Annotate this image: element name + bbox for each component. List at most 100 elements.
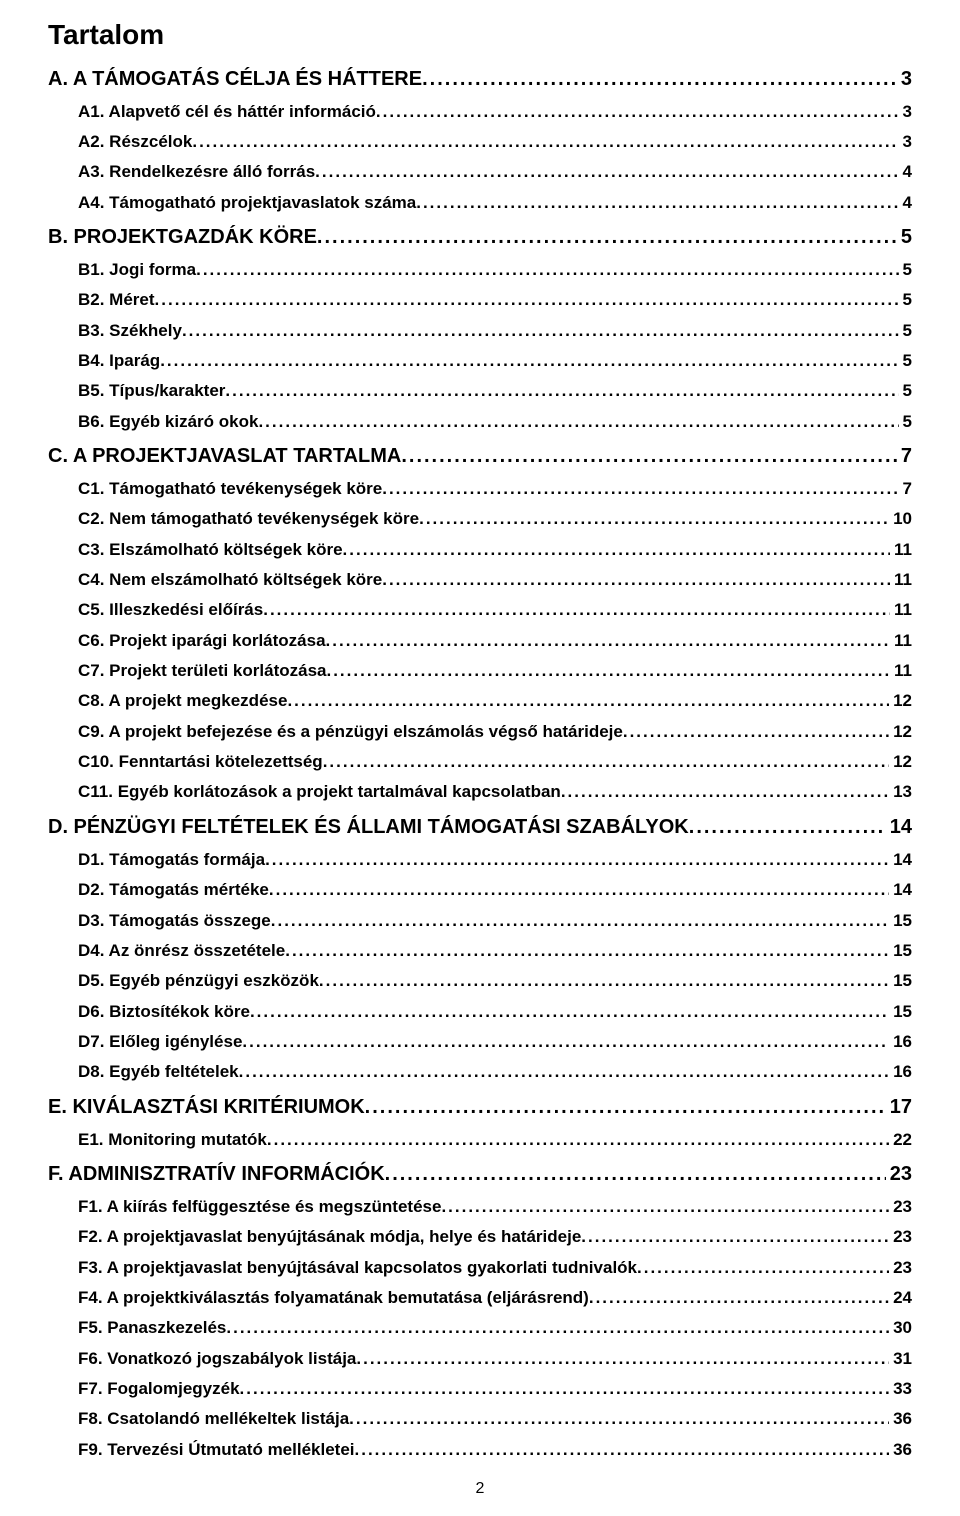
toc-entry[interactable]: F9. Tervezési Útmutató mellékletei 36 <box>48 1437 912 1463</box>
toc-leader-dots <box>326 628 890 654</box>
toc-entry[interactable]: B4. Iparág 5 <box>48 348 912 374</box>
toc-entry[interactable]: D2. Támogatás mértéke 14 <box>48 877 912 903</box>
toc-leader-dots <box>581 1224 889 1250</box>
toc-entry[interactable]: F7. Fogalomjegyzék 33 <box>48 1376 912 1402</box>
toc-entry[interactable]: C7. Projekt területi korlátozása 11 <box>48 658 912 684</box>
toc-leader-dots <box>355 1437 890 1463</box>
toc-entry-label: D5. Egyéb pénzügyi eszközök <box>78 968 319 994</box>
toc-entry[interactable]: D3. Támogatás összege 15 <box>48 908 912 934</box>
toc-entry-label: C2. Nem támogatható tevékenységek köre <box>78 506 419 532</box>
toc-entry-label: C10. Fenntartási kötelezettség <box>78 749 323 775</box>
toc-entry[interactable]: C8. A projekt megkezdése 12 <box>48 688 912 714</box>
toc-entry-label: F2. A projektjavaslat benyújtásának módj… <box>78 1224 581 1250</box>
toc-entry-page: 11 <box>890 658 912 684</box>
toc-entry[interactable]: D6. Biztosítékok köre 15 <box>48 999 912 1025</box>
toc-entry[interactable]: D7. Előleg igénylése 16 <box>48 1029 912 1055</box>
toc-leader-dots <box>385 1159 886 1190</box>
toc-leader-dots <box>356 1346 889 1372</box>
toc-entry[interactable]: F. ADMINISZTRATÍV INFORMÁCIÓK 23 <box>48 1159 912 1190</box>
toc-entry-label: C4. Nem elszámolható költségek köre <box>78 567 382 593</box>
toc-entry[interactable]: D1. Támogatás formája 14 <box>48 847 912 873</box>
toc-entry[interactable]: B3. Székhely 5 <box>48 318 912 344</box>
toc-entry-label: A2. Részcélok <box>78 129 192 155</box>
toc-entry[interactable]: A2. Részcélok 3 <box>48 129 912 155</box>
toc-entry-label: A4. Támogatható projektjavaslatok száma <box>78 190 416 216</box>
toc-entry[interactable]: A3. Rendelkezésre álló forrás 4 <box>48 159 912 185</box>
toc-entry[interactable]: B. PROJEKTGAZDÁK KÖRE 5 <box>48 222 912 253</box>
toc-entry[interactable]: F6. Vonatkozó jogszabályok listája 31 <box>48 1346 912 1372</box>
toc-leader-dots <box>637 1255 889 1281</box>
toc-entry[interactable]: C5. Illeszkedési előírás 11 <box>48 597 912 623</box>
toc-entry-label: D6. Biztosítékok köre <box>78 999 250 1025</box>
toc-entry[interactable]: C6. Projekt iparági korlátozása 11 <box>48 628 912 654</box>
toc-entry[interactable]: E. KIVÁLASZTÁSI KRITÉRIUMOK 17 <box>48 1092 912 1123</box>
toc-entry[interactable]: B6. Egyéb kizáró okok 5 <box>48 409 912 435</box>
toc-leader-dots <box>155 287 899 313</box>
toc-entry[interactable]: F4. A projektkiválasztás folyamatának be… <box>48 1285 912 1311</box>
toc-entry-page: 11 <box>890 597 912 623</box>
toc-entry-page: 30 <box>889 1315 912 1341</box>
toc-entry-page: 4 <box>899 159 912 185</box>
toc-entry[interactable]: A1. Alapvető cél és háttér információ 3 <box>48 99 912 125</box>
toc-entry[interactable]: F8. Csatolandó mellékeltek listája 36 <box>48 1406 912 1432</box>
toc-entry-label: B4. Iparág <box>78 348 160 374</box>
toc-entry-label: F. ADMINISZTRATÍV INFORMÁCIÓK <box>48 1159 385 1190</box>
toc-entry-page: 11 <box>890 567 912 593</box>
toc-entry-label: F1. A kiírás felfüggesztése és megszünte… <box>78 1194 441 1220</box>
toc-leader-dots <box>689 812 886 843</box>
toc-entry[interactable]: F2. A projektjavaslat benyújtásának módj… <box>48 1224 912 1250</box>
toc-entry[interactable]: C2. Nem támogatható tevékenységek köre 1… <box>48 506 912 532</box>
toc-entry-page: 12 <box>889 688 912 714</box>
toc-entry-page: 31 <box>889 1346 912 1372</box>
toc-entry[interactable]: D4. Az önrész összetétele 15 <box>48 938 912 964</box>
toc-leader-dots <box>589 1285 889 1311</box>
toc-entry-page: 33 <box>889 1376 912 1402</box>
toc-entry-label: F3. A projektjavaslat benyújtásával kapc… <box>78 1255 637 1281</box>
toc-entry[interactable]: C3. Elszámolható költségek köre 11 <box>48 537 912 563</box>
toc-entry[interactable]: A. A TÁMOGATÁS CÉLJA ÉS HÁTTERE 3 <box>48 64 912 95</box>
toc-leader-dots <box>250 999 889 1025</box>
toc-entry[interactable]: C. A PROJEKTJAVASLAT TARTALMA 7 <box>48 441 912 472</box>
toc-entry-page: 5 <box>897 222 912 253</box>
toc-entry[interactable]: B2. Méret 5 <box>48 287 912 313</box>
toc-entry-page: 14 <box>889 877 912 903</box>
toc-leader-dots <box>623 719 889 745</box>
toc-entry-label: D4. Az önrész összetétele <box>78 938 285 964</box>
toc-entry-page: 15 <box>889 999 912 1025</box>
toc-entry-label: D2. Támogatás mértéke <box>78 877 269 903</box>
toc-leader-dots <box>422 64 897 95</box>
toc-entry[interactable]: C1. Támogatható tevékenységek köre 7 <box>48 476 912 502</box>
toc-leader-dots <box>285 938 889 964</box>
toc-entry-label: E1. Monitoring mutatók <box>78 1127 267 1153</box>
toc-entry[interactable]: A4. Támogatható projektjavaslatok száma … <box>48 190 912 216</box>
toc-entry[interactable]: C9. A projekt befejezése és a pénzügyi e… <box>48 719 912 745</box>
toc-leader-dots <box>419 506 889 532</box>
table-of-contents: A. A TÁMOGATÁS CÉLJA ÉS HÁTTERE 3 A1. Ala… <box>48 64 912 1463</box>
toc-entry[interactable]: F5. Panaszkezelés 30 <box>48 1315 912 1341</box>
toc-entry[interactable]: D5. Egyéb pénzügyi eszközök 15 <box>48 968 912 994</box>
toc-entry[interactable]: E1. Monitoring mutatók 22 <box>48 1127 912 1153</box>
toc-entry[interactable]: C4. Nem elszámolható költségek köre 11 <box>48 567 912 593</box>
toc-entry-label: B. PROJEKTGAZDÁK KÖRE <box>48 222 317 253</box>
toc-entry-page: 23 <box>889 1224 912 1250</box>
toc-entry[interactable]: F3. A projektjavaslat benyújtásával kapc… <box>48 1255 912 1281</box>
toc-leader-dots <box>160 348 898 374</box>
toc-entry-page: 5 <box>899 378 912 404</box>
toc-entry-label: D. PÉNZÜGYI FELTÉTELEK ÉS ÁLLAMI TÁMOGAT… <box>48 812 689 843</box>
toc-entry[interactable]: C10. Fenntartási kötelezettség 12 <box>48 749 912 775</box>
toc-entry-label: D1. Támogatás formája <box>78 847 265 873</box>
toc-entry-page: 3 <box>899 129 912 155</box>
toc-entry[interactable]: B5. Típus/karakter 5 <box>48 378 912 404</box>
toc-entry[interactable]: B1. Jogi forma 5 <box>48 257 912 283</box>
toc-entry-page: 36 <box>889 1406 912 1432</box>
toc-entry[interactable]: D8. Egyéb feltételek 16 <box>48 1059 912 1085</box>
toc-entry-label: E. KIVÁLASZTÁSI KRITÉRIUMOK <box>48 1092 365 1123</box>
toc-entry-page: 24 <box>889 1285 912 1311</box>
toc-entry[interactable]: D. PÉNZÜGYI FELTÉTELEK ÉS ÁLLAMI TÁMOGAT… <box>48 812 912 843</box>
toc-entry[interactable]: C11. Egyéb korlátozások a projekt tartal… <box>48 779 912 805</box>
toc-entry-label: C5. Illeszkedési előírás <box>78 597 263 623</box>
toc-entry[interactable]: F1. A kiírás felfüggesztése és megszünte… <box>48 1194 912 1220</box>
toc-leader-dots <box>226 1315 889 1341</box>
toc-leader-dots <box>441 1194 889 1220</box>
toc-entry-label: D7. Előleg igénylése <box>78 1029 242 1055</box>
